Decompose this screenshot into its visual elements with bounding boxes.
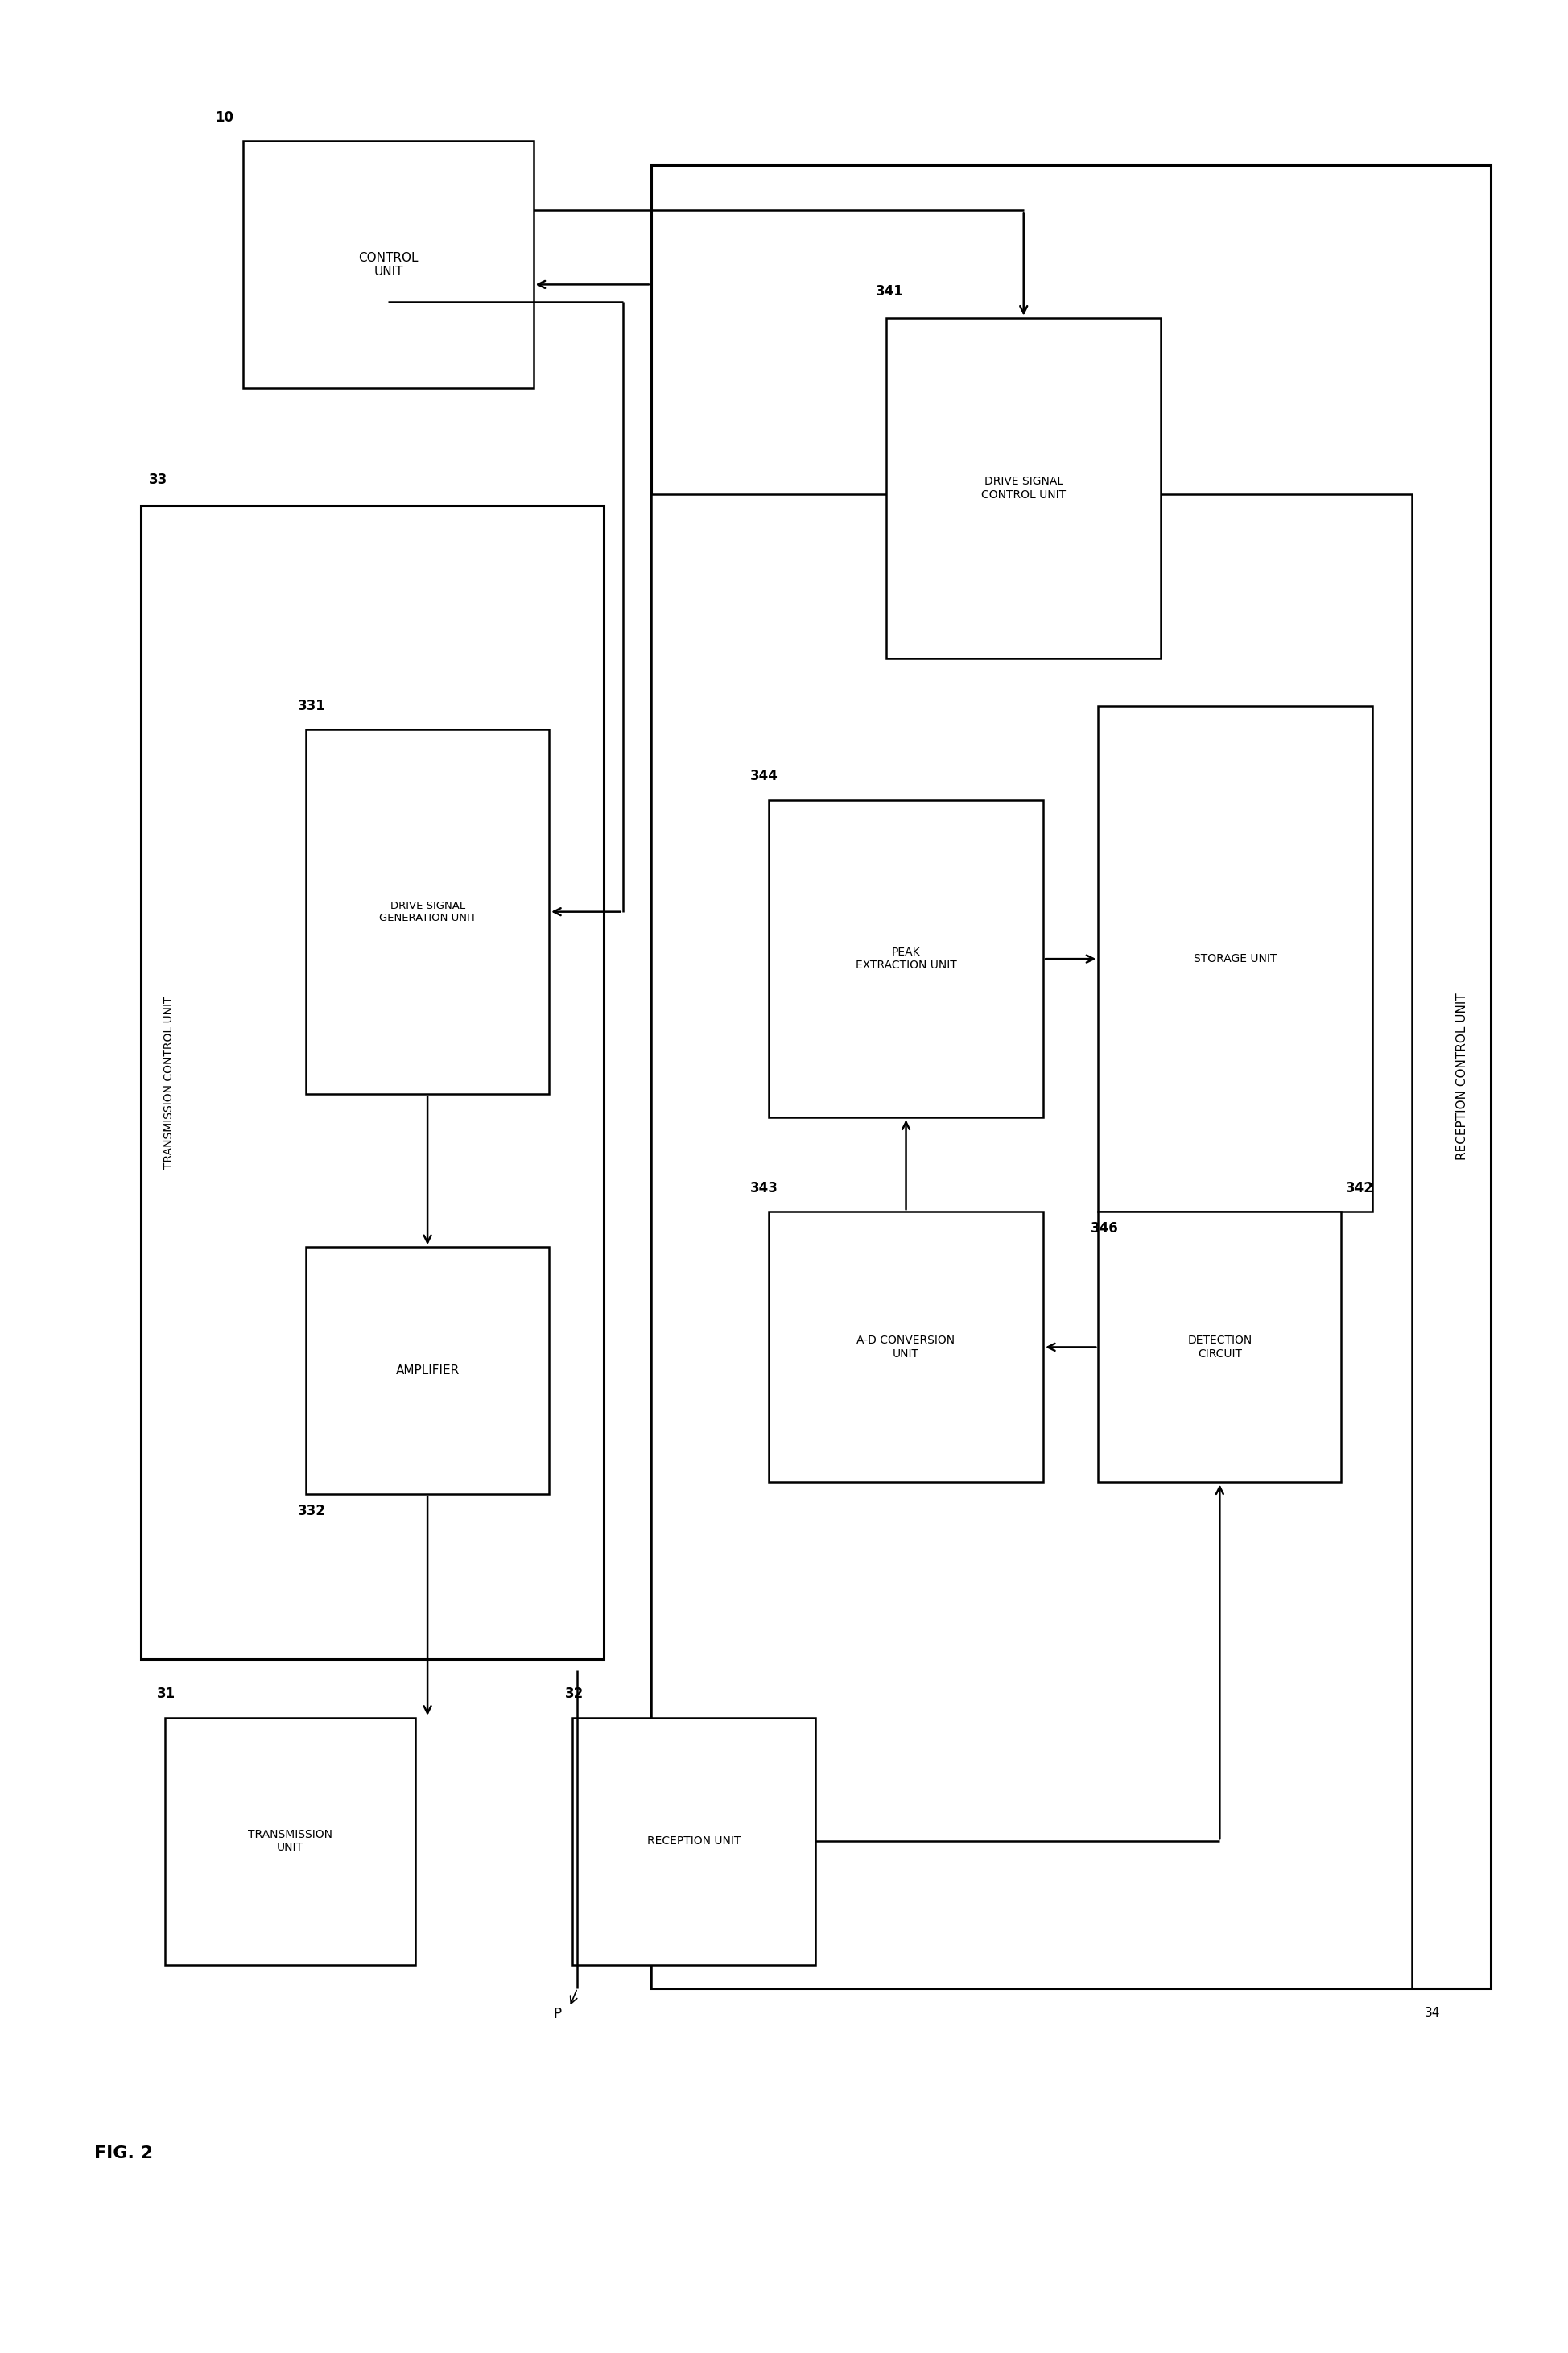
Text: 10: 10 [215, 111, 234, 125]
Text: RECEPTION UNIT: RECEPTION UNIT [648, 1835, 740, 1847]
Text: RECEPTION CONTROL UNIT: RECEPTION CONTROL UNIT [1455, 993, 1468, 1160]
Text: 331: 331 [298, 699, 326, 713]
Bar [886, 318, 1160, 659]
Text: 343: 343 [750, 1181, 778, 1195]
Text: TRANSMISSION
UNIT: TRANSMISSION UNIT [248, 1828, 332, 1854]
Text: 341: 341 [875, 285, 903, 299]
Text: 344: 344 [750, 769, 778, 784]
Text: PEAK
EXTRACTION UNIT: PEAK EXTRACTION UNIT [855, 946, 956, 972]
Bar [165, 1718, 416, 1965]
Text: P: P [554, 2007, 561, 2021]
Bar [306, 729, 549, 1094]
Text: DETECTION
CIRCUIT: DETECTION CIRCUIT [1187, 1334, 1251, 1360]
Text: 342: 342 [1345, 1181, 1374, 1195]
Text: DRIVE SIGNAL
GENERATION UNIT: DRIVE SIGNAL GENERATION UNIT [378, 901, 477, 922]
Text: 34: 34 [1424, 2007, 1439, 2019]
Text: AMPLIFIER: AMPLIFIER [395, 1365, 459, 1377]
Text: TRANSMISSION CONTROL UNIT: TRANSMISSION CONTROL UNIT [163, 995, 176, 1169]
Bar [651, 494, 1411, 1988]
Bar [306, 1247, 549, 1494]
Text: STORAGE UNIT: STORAGE UNIT [1193, 953, 1276, 965]
Text: A-D CONVERSION
UNIT: A-D CONVERSION UNIT [856, 1334, 955, 1360]
Bar [1098, 1212, 1341, 1482]
Text: 31: 31 [157, 1687, 176, 1701]
Bar [1098, 706, 1372, 1212]
Bar [141, 506, 604, 1659]
Bar [243, 141, 533, 388]
Text: 33: 33 [149, 473, 168, 487]
Text: 332: 332 [298, 1504, 326, 1518]
Text: CONTROL
UNIT: CONTROL UNIT [358, 252, 419, 278]
Text: FIG. 2: FIG. 2 [94, 2146, 152, 2160]
Bar [768, 800, 1043, 1118]
Bar [572, 1718, 815, 1965]
Bar [768, 1212, 1043, 1482]
Text: 346: 346 [1090, 1221, 1118, 1235]
Text: 32: 32 [564, 1687, 583, 1701]
Bar [651, 165, 1490, 1988]
Text: DRIVE SIGNAL
CONTROL UNIT: DRIVE SIGNAL CONTROL UNIT [982, 475, 1065, 501]
